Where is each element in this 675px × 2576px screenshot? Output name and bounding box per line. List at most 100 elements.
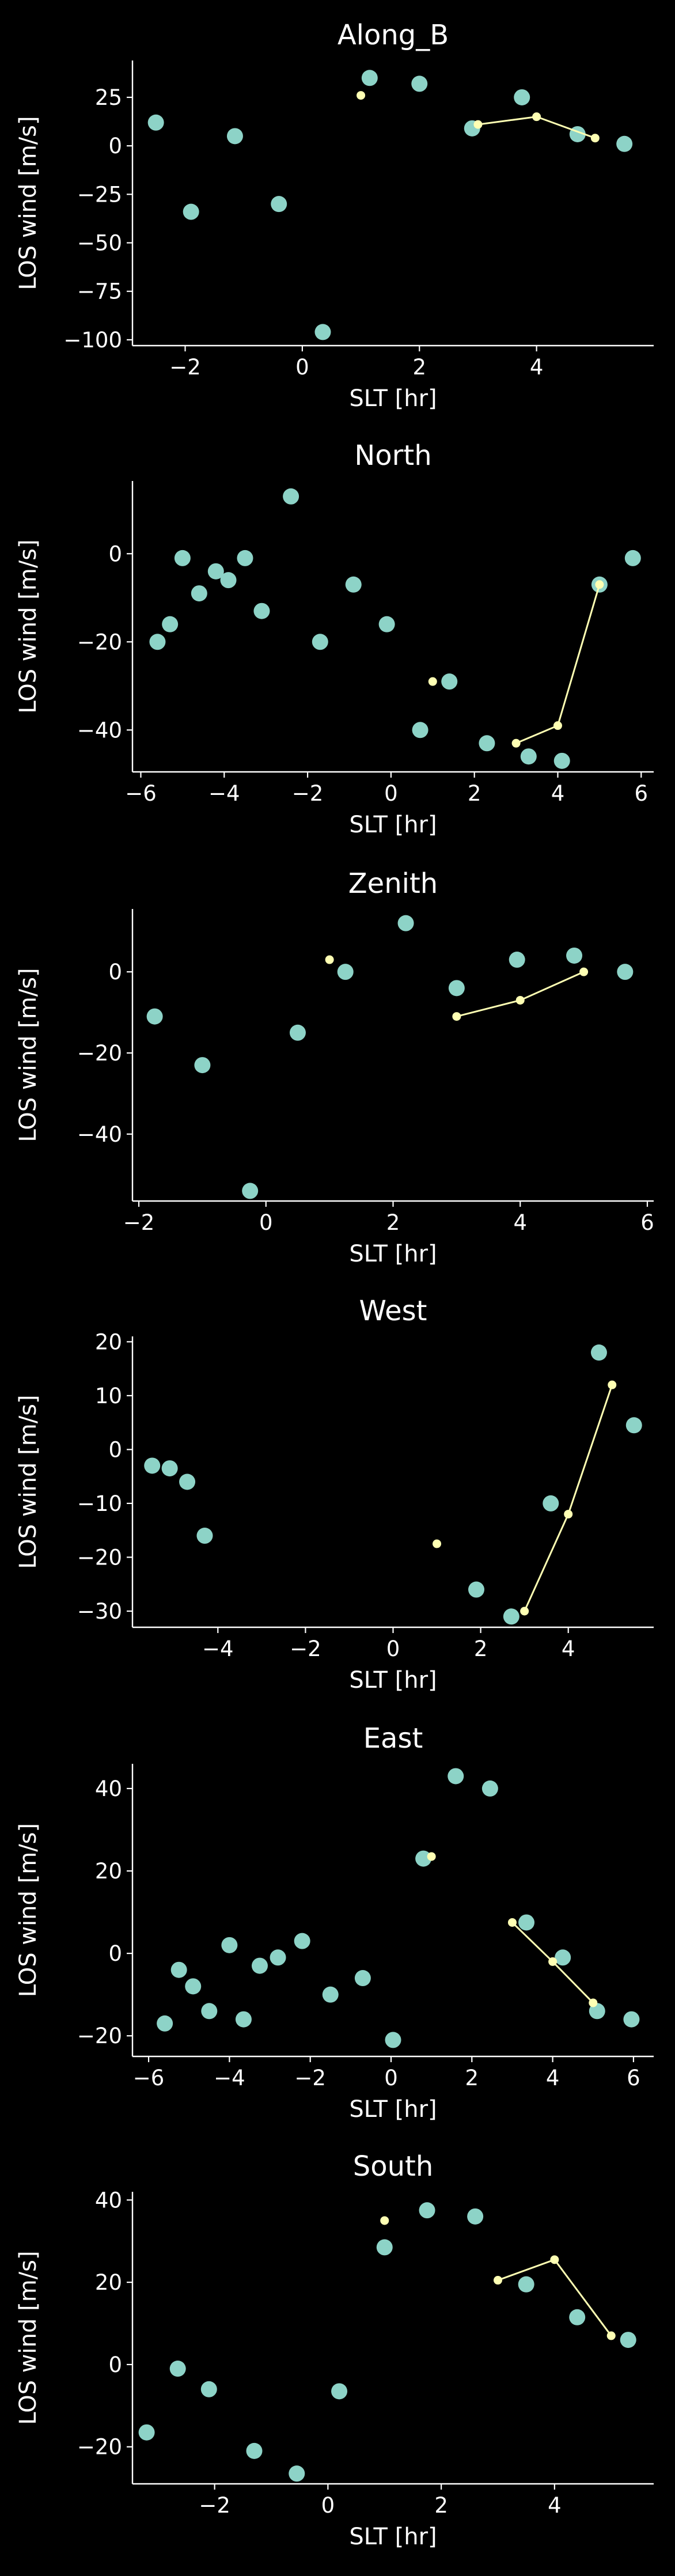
scatter-point bbox=[294, 1933, 310, 1949]
scatter-point bbox=[616, 135, 633, 152]
x-tick-label: 4 bbox=[513, 1210, 527, 1235]
x-axis-label: SLT [hr] bbox=[349, 1667, 437, 1694]
x-tick-label: 4 bbox=[530, 355, 544, 380]
x-tick-label: −2 bbox=[290, 1636, 321, 1661]
x-tick-label: −4 bbox=[202, 1636, 234, 1661]
scatter-point bbox=[161, 1460, 178, 1477]
scatter-point bbox=[419, 2202, 435, 2219]
y-tick-label: −100 bbox=[63, 328, 122, 353]
y-tick-label: 0 bbox=[108, 134, 122, 158]
scatter-point bbox=[183, 203, 199, 220]
y-tick-label: −30 bbox=[77, 1599, 122, 1624]
scatter-point bbox=[625, 1417, 642, 1434]
model-line-marker bbox=[579, 967, 589, 976]
scatter-point bbox=[624, 550, 641, 566]
x-tick-label: 2 bbox=[434, 2493, 448, 2518]
model-line-marker bbox=[548, 1957, 558, 1966]
x-axis-label: SLT [hr] bbox=[349, 1241, 437, 1267]
scatter-point bbox=[289, 2465, 305, 2482]
scatter-point bbox=[144, 1457, 161, 1474]
model-line-marker bbox=[515, 995, 525, 1005]
y-tick-label: 25 bbox=[95, 85, 122, 110]
panel-title: West bbox=[359, 1295, 427, 1327]
scatter-point bbox=[314, 324, 331, 340]
scatter-point bbox=[157, 2015, 173, 2032]
scatter-point bbox=[179, 1473, 196, 1490]
y-tick-label: −20 bbox=[77, 2435, 122, 2460]
scatter-point bbox=[448, 980, 465, 997]
x-tick-label: 2 bbox=[412, 355, 426, 380]
scatter-point bbox=[354, 1970, 371, 1987]
scatter-point bbox=[138, 2424, 155, 2441]
model-line-marker bbox=[595, 580, 604, 589]
scatter-point bbox=[479, 735, 495, 752]
x-tick-label: 2 bbox=[474, 1636, 488, 1661]
model-line-marker bbox=[606, 2331, 616, 2340]
scatter-point bbox=[242, 1183, 259, 1199]
scatter-point bbox=[207, 563, 224, 579]
model-line-marker bbox=[532, 112, 541, 122]
y-tick-label: 20 bbox=[95, 2270, 122, 2295]
x-tick-label: −2 bbox=[292, 781, 324, 806]
scatter-point bbox=[509, 952, 525, 968]
scatter-point bbox=[620, 2332, 636, 2348]
model-extra-point bbox=[433, 1539, 442, 1548]
y-tick-label: 20 bbox=[95, 1859, 122, 1884]
scatter-point bbox=[543, 1495, 559, 1511]
scatter-point bbox=[283, 488, 299, 505]
scatter-point bbox=[569, 2309, 586, 2325]
x-axis-label: SLT [hr] bbox=[349, 2096, 437, 2123]
y-tick-label: 40 bbox=[95, 2188, 122, 2213]
panel-title: Zenith bbox=[348, 867, 438, 900]
y-tick-label: −25 bbox=[77, 182, 122, 207]
scatter-point bbox=[196, 1528, 213, 1544]
x-tick-label: 0 bbox=[386, 1636, 400, 1661]
scatter-point bbox=[246, 2442, 263, 2459]
x-tick-label: −6 bbox=[133, 2066, 165, 2090]
y-tick-label: −20 bbox=[77, 1041, 122, 1066]
model-line-marker bbox=[550, 2255, 559, 2264]
scatter-point bbox=[566, 947, 583, 964]
y-tick-label: −40 bbox=[77, 718, 122, 743]
scatter-point bbox=[220, 572, 237, 589]
model-line-marker bbox=[564, 1510, 573, 1519]
scatter-point bbox=[518, 2276, 534, 2293]
scatter-point bbox=[322, 1986, 339, 2003]
scatter-point bbox=[201, 2003, 218, 2020]
y-tick-label: −20 bbox=[77, 2024, 122, 2048]
y-tick-label: −40 bbox=[77, 1122, 122, 1147]
scatter-point bbox=[169, 2361, 186, 2377]
scatter-point bbox=[194, 1057, 211, 1074]
x-tick-label: −4 bbox=[208, 781, 240, 806]
x-tick-label: 4 bbox=[562, 1636, 575, 1661]
model-line-marker bbox=[511, 738, 521, 748]
scatter-point bbox=[518, 1914, 535, 1931]
scatter-point bbox=[237, 550, 253, 566]
y-tick-label: −75 bbox=[77, 279, 122, 304]
scatter-point bbox=[200, 2381, 217, 2397]
panel-title: Along_B bbox=[338, 19, 449, 51]
x-tick-label: 2 bbox=[386, 1210, 400, 1235]
model-extra-point bbox=[325, 955, 334, 964]
scatter-point bbox=[376, 2239, 393, 2256]
panel-title: North bbox=[354, 440, 431, 472]
y-tick-label: −10 bbox=[77, 1491, 122, 1516]
scatter-point bbox=[415, 1850, 432, 1867]
scatter-point bbox=[553, 752, 570, 769]
y-tick-label: 0 bbox=[108, 960, 122, 984]
scatter-point bbox=[411, 75, 428, 92]
scatter-point bbox=[337, 964, 354, 980]
y-axis-label: LOS wind [m/s] bbox=[15, 968, 41, 1142]
scatter-point bbox=[412, 722, 428, 738]
y-tick-label: 20 bbox=[95, 1329, 122, 1354]
y-axis-label: LOS wind [m/s] bbox=[15, 2251, 41, 2425]
scatter-point bbox=[590, 1344, 607, 1361]
x-tick-label: 0 bbox=[295, 355, 309, 380]
scatter-point bbox=[146, 1008, 163, 1025]
model-extra-point bbox=[357, 91, 366, 100]
scatter-point bbox=[623, 2011, 640, 2028]
